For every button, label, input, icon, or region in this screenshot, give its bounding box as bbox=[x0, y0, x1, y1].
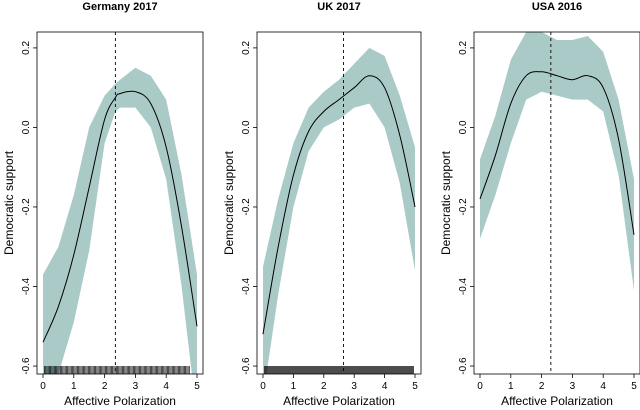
y-tick-label: -0.4 bbox=[458, 277, 469, 295]
x-axis-label: Affective Polarization bbox=[283, 394, 395, 408]
y-tick-label: -0.2 bbox=[458, 198, 469, 216]
panel-germany-2017: 0 1 2 3 4 5 0.2 0.0 -0.2 -0.4 -0.6 Germany 2017 Affe… bbox=[2, 1, 204, 408]
y-tick-label: 0.2 bbox=[21, 41, 32, 55]
x-tick-label: 0 bbox=[477, 381, 483, 392]
x-tick-label: 4 bbox=[600, 381, 606, 392]
y-tick-label: -0.6 bbox=[21, 357, 32, 375]
chart-title: Germany 2017 bbox=[82, 1, 157, 13]
x-axis-label: Affective Polarization bbox=[64, 394, 176, 408]
y-tick-label: -0.2 bbox=[241, 198, 252, 216]
x-tick-label: 3 bbox=[351, 381, 357, 392]
x-tick-label: 3 bbox=[133, 381, 139, 392]
y-axis-label: Democratic support bbox=[439, 150, 453, 255]
rug-marks bbox=[264, 366, 414, 374]
x-tick-label: 1 bbox=[71, 381, 77, 392]
x-tick-label: 3 bbox=[570, 381, 576, 392]
y-tick-label: 0.2 bbox=[458, 41, 469, 55]
chart-title: UK 2017 bbox=[317, 1, 360, 13]
y-axis-label: Democratic support bbox=[2, 150, 16, 255]
x-tick-label: 5 bbox=[631, 381, 637, 392]
y-axis-label: Democratic support bbox=[222, 150, 236, 255]
chart-title: USA 2016 bbox=[532, 1, 582, 13]
fit-line bbox=[42, 90, 198, 343]
confidence-band bbox=[43, 67, 197, 374]
panel-uk-2017: 0 1 2 3 4 5 0.2 0.0 -0.2 -0.4 -0.6 UK 2017 Affective… bbox=[222, 1, 422, 408]
y-tick-label: 0.0 bbox=[458, 120, 469, 134]
y-tick-label: 0.2 bbox=[241, 41, 252, 55]
x-tick-label: 5 bbox=[194, 381, 200, 392]
y-tick-label: 0.0 bbox=[21, 120, 32, 134]
plot-frame bbox=[256, 31, 422, 375]
x-tick-label: 4 bbox=[382, 381, 388, 392]
y-tick-label: 0.0 bbox=[241, 120, 252, 134]
y-tick-label: -0.2 bbox=[21, 198, 32, 216]
x-tick-label: 5 bbox=[412, 381, 418, 392]
x-tick-label: 2 bbox=[321, 381, 327, 392]
y-tick-label: -0.6 bbox=[241, 357, 252, 375]
panel-usa-2016: 0 1 2 3 4 5 0.2 0.0 -0.2 -0.4 -0.6 USA 2016 Affectiv… bbox=[439, 1, 640, 408]
x-tick-label: 0 bbox=[260, 381, 266, 392]
rug-marks bbox=[44, 366, 190, 374]
x-tick-label: 2 bbox=[102, 381, 108, 392]
y-tick-label: -0.4 bbox=[21, 277, 32, 295]
x-tick-label: 2 bbox=[539, 381, 545, 392]
x-tick-label: 1 bbox=[291, 381, 297, 392]
fit-line bbox=[479, 71, 635, 235]
y-tick-label: -0.4 bbox=[241, 277, 252, 295]
x-axis-label: Affective Polarization bbox=[501, 394, 613, 408]
plot-frame bbox=[473, 31, 640, 375]
fit-line bbox=[262, 75, 416, 335]
x-tick-label: 0 bbox=[40, 381, 46, 392]
plot-frame bbox=[36, 31, 204, 375]
y-tick-label: -0.6 bbox=[458, 357, 469, 375]
x-tick-label: 4 bbox=[163, 381, 169, 392]
x-tick-label: 1 bbox=[508, 381, 514, 392]
confidence-band bbox=[480, 32, 634, 291]
confidence-band bbox=[263, 47, 415, 374]
